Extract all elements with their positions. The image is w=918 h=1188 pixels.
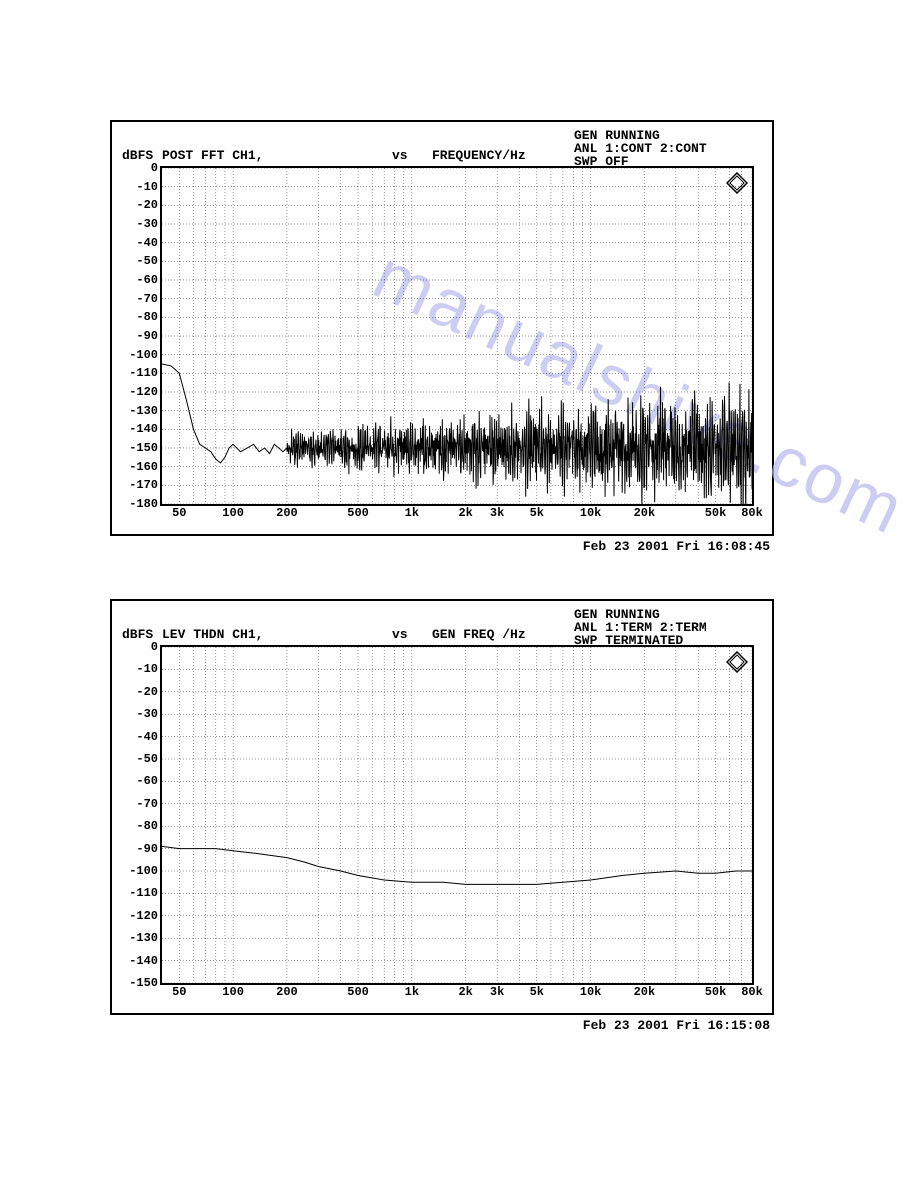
ytick-label: -140 [129,954,162,968]
ytick-label: -110 [129,886,162,900]
plot-area-1: 0-10-20-30-40-50-60-70-80-90-100-110-120… [160,166,754,506]
hdr-x-1: FREQUENCY/Hz [432,148,526,163]
ytick-label: -120 [129,385,162,399]
ytick-label: -60 [136,273,162,287]
hdr-left-2: LEV THDN CH1, [162,627,263,642]
xtick-label: 100 [222,504,244,520]
xtick-label: 1k [405,983,419,999]
xtick-label: 2k [458,504,472,520]
chart-frame-2: dBFS LEV THDN CH1, vs GEN FREQ /Hz GEN R… [110,599,774,1015]
xtick-label: 50k [705,504,727,520]
ytick-label: -100 [129,864,162,878]
ytick-label: -140 [129,422,162,436]
ytick-label: -170 [129,478,162,492]
chart-thdn: dBFS LEV THDN CH1, vs GEN FREQ /Hz GEN R… [110,599,808,1033]
ytick-label: -80 [136,310,162,324]
ytick-label: -50 [136,752,162,766]
chart-fft: manualshive.com dBFS POST FFT CH1, vs FR… [110,120,808,554]
ytick-label: -150 [129,976,162,990]
ytick-label: -40 [136,730,162,744]
xtick-label: 3k [490,504,504,520]
hdr-x-2: GEN FREQ /Hz [432,627,526,642]
xtick-label: 500 [347,983,369,999]
xtick-label: 200 [276,504,298,520]
ytick-label: -70 [136,292,162,306]
plot-area-2: 0-10-20-30-40-50-60-70-80-90-100-110-120… [160,645,754,985]
hdr-vs-1: vs [392,148,408,163]
ytick-label: -160 [129,460,162,474]
y-unit-1: dBFS [122,148,153,163]
xtick-label: 1k [405,504,419,520]
ytick-label: -50 [136,254,162,268]
ytick-label: -130 [129,404,162,418]
xtick-label: 50 [172,983,186,999]
xtick-label: 3k [490,983,504,999]
timestamp-2: Feb 23 2001 Fri 16:15:08 [110,1018,770,1033]
xtick-label: 80k [741,983,763,999]
xtick-label: 10k [580,504,602,520]
xtick-label: 200 [276,983,298,999]
ytick-label: -90 [136,842,162,856]
ytick-label: -110 [129,366,162,380]
hdr-vs-2: vs [392,627,408,642]
ytick-label: -10 [136,662,162,676]
ytick-label: 0 [151,161,162,175]
ytick-label: -40 [136,236,162,250]
xtick-label: 100 [222,983,244,999]
ytick-label: -80 [136,819,162,833]
ytick-label: -100 [129,348,162,362]
xtick-label: 50 [172,504,186,520]
hdr-left-1: POST FFT CH1, [162,148,263,163]
xtick-label: 20k [634,504,656,520]
ytick-label: -70 [136,797,162,811]
xtick-label: 5k [530,983,544,999]
ytick-label: -180 [129,497,162,511]
xtick-label: 500 [347,504,369,520]
ytick-label: -20 [136,198,162,212]
ytick-label: -130 [129,931,162,945]
y-unit-2: dBFS [122,627,153,642]
ytick-label: -30 [136,707,162,721]
timestamp-1: Feb 23 2001 Fri 16:08:45 [110,539,770,554]
xtick-label: 5k [530,504,544,520]
xtick-label: 10k [580,983,602,999]
xtick-label: 50k [705,983,727,999]
ytick-label: -90 [136,329,162,343]
ytick-label: -60 [136,774,162,788]
ytick-label: -120 [129,909,162,923]
chart-frame-1: manualshive.com dBFS POST FFT CH1, vs FR… [110,120,774,536]
xtick-label: 2k [458,983,472,999]
xtick-label: 20k [634,983,656,999]
ytick-label: -150 [129,441,162,455]
ytick-label: -10 [136,180,162,194]
ytick-label: -30 [136,217,162,231]
ytick-label: 0 [151,640,162,654]
xtick-label: 80k [741,504,763,520]
ytick-label: -20 [136,685,162,699]
